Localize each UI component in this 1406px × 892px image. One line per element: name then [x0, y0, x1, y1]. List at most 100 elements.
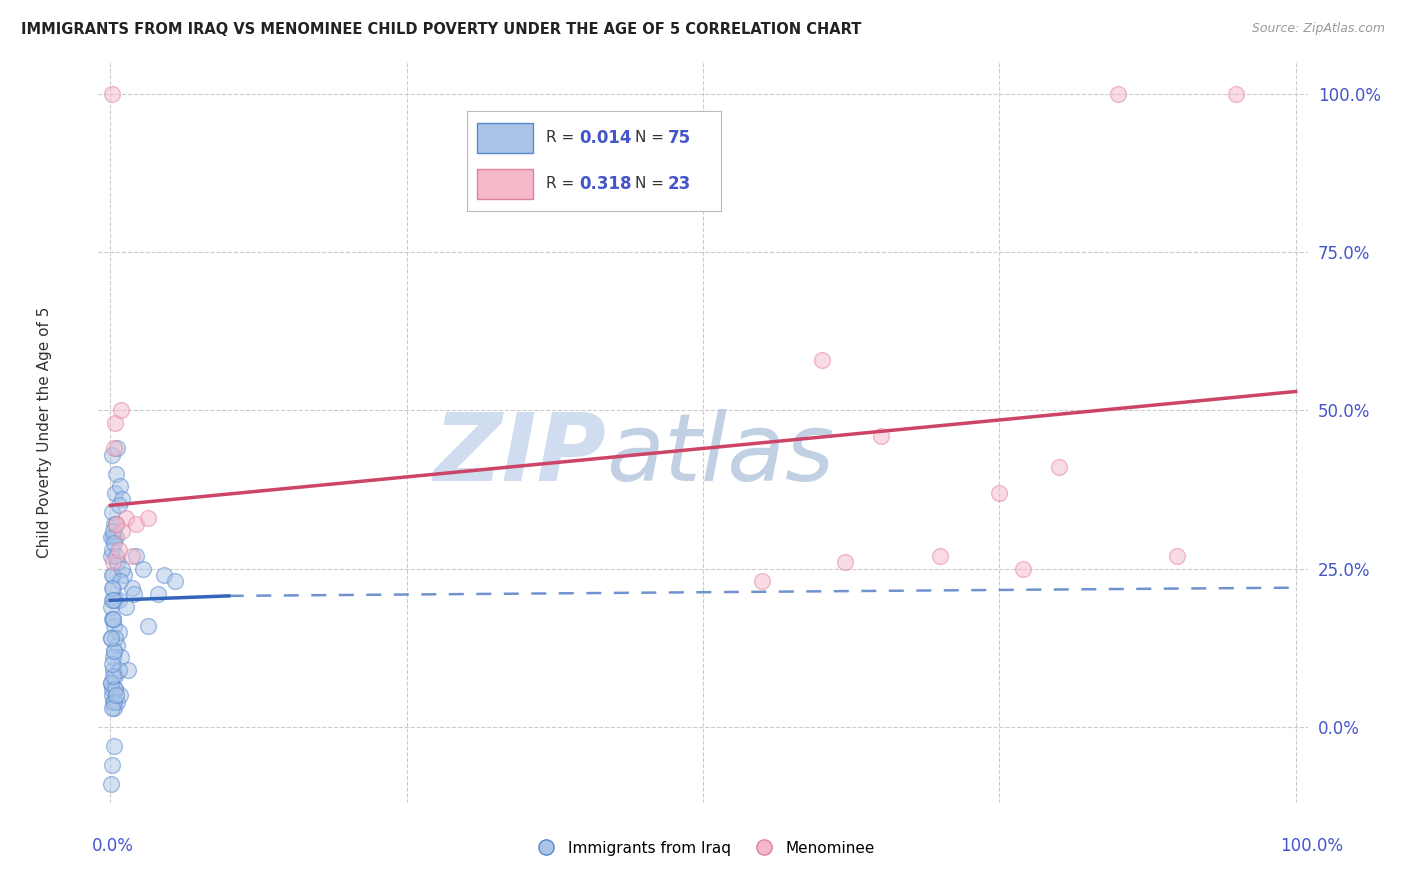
Point [103, 701, 125, 715]
Point [100, 777, 122, 791]
Point [103, 618, 125, 632]
Point [121, 581, 143, 595]
Point [107, 542, 129, 557]
Point [105, 555, 128, 569]
Point [101, 663, 124, 677]
Point [101, 688, 124, 702]
Point [100, 599, 122, 614]
Point [107, 593, 129, 607]
Text: IMMIGRANTS FROM IRAQ VS MENOMINEE CHILD POVERTY UNDER THE AGE OF 5 CORRELATION C: IMMIGRANTS FROM IRAQ VS MENOMINEE CHILD … [21, 22, 862, 37]
Point [105, 517, 128, 532]
Point [125, 549, 148, 563]
Point [101, 593, 124, 607]
Point [117, 663, 139, 677]
Point [114, 511, 136, 525]
Point [132, 562, 155, 576]
Point [104, 669, 127, 683]
Point [869, 429, 891, 443]
Point [101, 650, 124, 665]
Point [107, 624, 129, 639]
Point [1012, 562, 1035, 576]
Point [988, 485, 1011, 500]
Point [165, 574, 187, 589]
Point [100, 632, 122, 646]
Point [108, 574, 131, 589]
Point [101, 657, 124, 671]
Point [101, 542, 124, 557]
Point [105, 688, 128, 702]
Point [107, 663, 129, 677]
Point [103, 442, 125, 456]
Point [110, 403, 132, 417]
Point [100, 549, 122, 563]
Point [125, 517, 148, 532]
Point [136, 511, 159, 525]
Point [100, 632, 122, 646]
Point [101, 87, 124, 101]
Point [1047, 460, 1070, 475]
Point [108, 479, 131, 493]
Point [929, 549, 952, 563]
Point [105, 517, 128, 532]
Point [101, 694, 124, 708]
Point [111, 562, 134, 576]
Point [101, 701, 124, 715]
Point [1225, 87, 1247, 101]
Point [136, 618, 159, 632]
Point [107, 499, 129, 513]
Point [111, 491, 134, 506]
Point [103, 555, 125, 569]
Point [152, 568, 174, 582]
Point [108, 688, 131, 702]
Point [101, 568, 124, 582]
Point [122, 587, 145, 601]
Point [104, 416, 127, 430]
Point [104, 681, 127, 696]
Point [111, 524, 134, 538]
Point [114, 599, 136, 614]
Point [110, 650, 132, 665]
Point [105, 467, 128, 481]
Point [103, 612, 125, 626]
Point [103, 694, 125, 708]
Point [101, 505, 124, 519]
Point [100, 530, 122, 544]
Point [105, 549, 128, 563]
Point [103, 644, 125, 658]
Text: atlas: atlas [606, 409, 835, 500]
Point [100, 675, 122, 690]
Point [103, 644, 125, 658]
Point [101, 612, 124, 626]
Point [105, 694, 128, 708]
Text: 100.0%: 100.0% [1279, 837, 1343, 855]
Text: 0.0%: 0.0% [91, 837, 134, 855]
Point [121, 549, 143, 563]
Point [101, 581, 124, 595]
Point [103, 517, 125, 532]
Point [105, 442, 128, 456]
Point [101, 524, 124, 538]
Point [834, 555, 856, 569]
Point [103, 536, 125, 550]
Point [103, 593, 125, 607]
Point [101, 681, 124, 696]
Point [751, 574, 773, 589]
Point [101, 612, 124, 626]
Point [104, 681, 127, 696]
Point [146, 587, 169, 601]
Point [104, 485, 127, 500]
Point [1107, 87, 1129, 101]
Point [101, 581, 124, 595]
Point [101, 568, 124, 582]
Point [810, 352, 832, 367]
Point [1166, 549, 1188, 563]
Point [105, 530, 128, 544]
Point [101, 669, 124, 683]
Text: Source: ZipAtlas.com: Source: ZipAtlas.com [1251, 22, 1385, 36]
Legend: Immigrants from Iraq, Menominee: Immigrants from Iraq, Menominee [524, 835, 882, 862]
Point [114, 568, 136, 582]
Text: Child Poverty Under the Age of 5: Child Poverty Under the Age of 5 [37, 307, 52, 558]
Point [103, 739, 125, 753]
Text: ZIP: ZIP [433, 409, 606, 500]
Point [101, 757, 124, 772]
